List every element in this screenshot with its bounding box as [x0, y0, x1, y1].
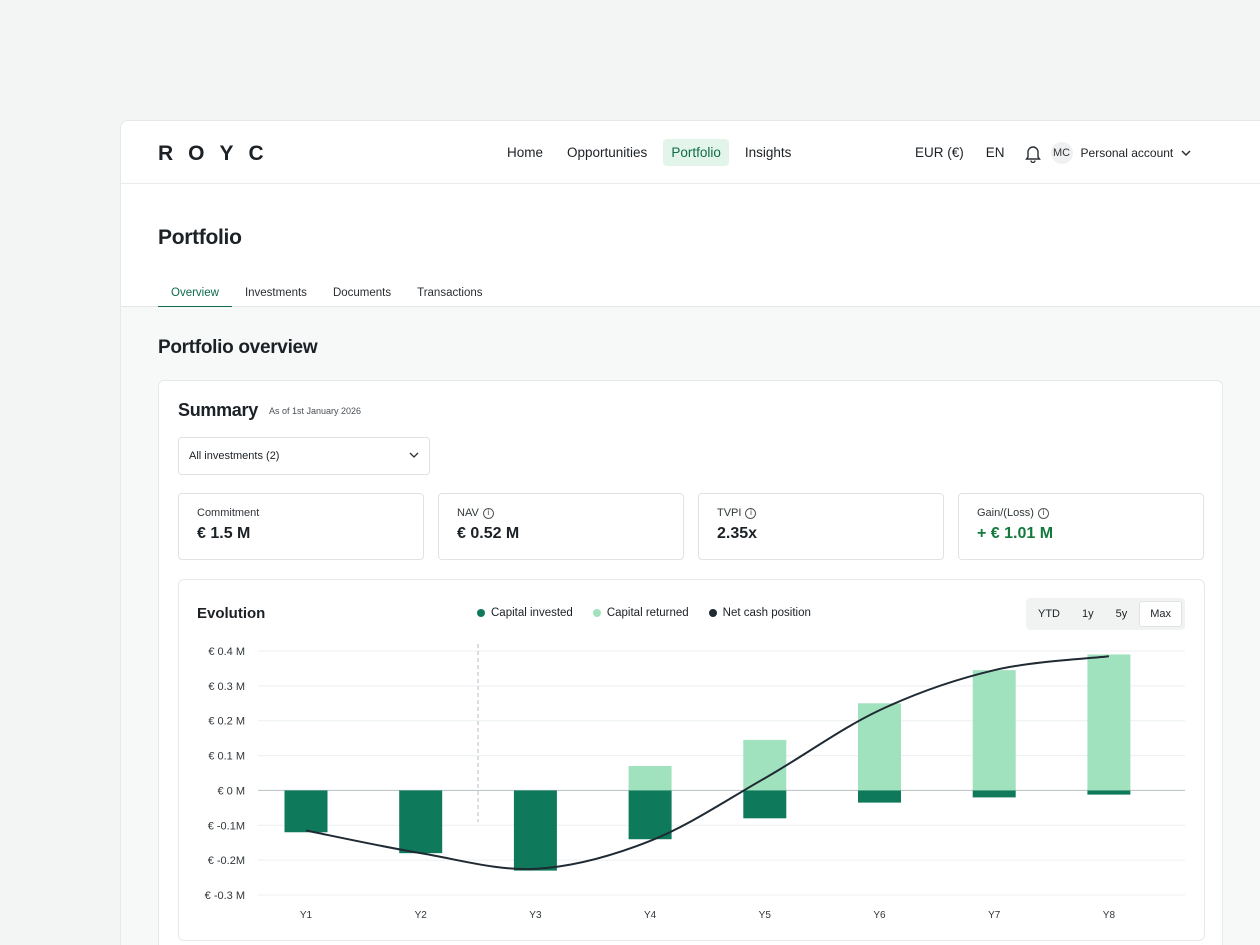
bell-icon[interactable] [1023, 142, 1043, 164]
page-title: Portfolio [158, 226, 242, 249]
legend-dot [592, 609, 601, 617]
metric-label-commitment: Commitment [197, 507, 405, 519]
metric-nav: NAV i € 0.52 M [438, 493, 684, 560]
account-menu[interactable]: MC Personal account [1050, 141, 1192, 164]
chart-legend: Capital invested Capital returned Net ca… [477, 607, 811, 619]
main-nav: Home Opportunities Portfolio Insights [499, 139, 799, 166]
y-tick-label: € -0.3 M [205, 890, 245, 902]
portfolio-tabs: Overview Investments Documents Transacti… [158, 283, 496, 308]
legend-item-capital-returned: Capital returned [592, 607, 689, 619]
x-tick-label: Y7 [988, 910, 1001, 921]
metric-label-text: TVPI [717, 507, 742, 519]
legend-dot [477, 609, 485, 617]
net-cash-position-line [305, 655, 1110, 871]
y-tick-label: € -0.2M [208, 855, 245, 867]
nav-item-opportunities[interactable]: Opportunities [567, 145, 648, 160]
x-tick-label: Y8 [1103, 910, 1116, 921]
brand-logo[interactable]: ROYC [158, 142, 279, 165]
metric-label-nav: NAV i [457, 507, 665, 519]
nav-item-portfolio[interactable]: Portfolio [663, 139, 729, 166]
page-header: Portfolio Overview Investments Documents… [121, 184, 1260, 308]
x-tick-label: Y1 [300, 910, 313, 921]
tab-overview[interactable]: Overview [158, 283, 232, 308]
y-tick-label: € 0.4 M [208, 646, 245, 658]
time-range-selector: YTD 1y 5y Max [1026, 598, 1185, 630]
header-tools: EUR (€) EN MC Personal account [911, 139, 1191, 166]
y-tick-label: € 0.3 M [208, 681, 245, 693]
evolution-chart-panel: € 0.4 M € 0.3 M € 0.2 M € 0.1 M € 0 M € -0.1M… [178, 579, 1205, 941]
metric-gain-loss: Gain/(Loss) i + € 1.01 M [958, 493, 1204, 560]
main-content: Portfolio overview Summary As of 1st Jan… [121, 307, 1260, 945]
y-tick-label: € 0 M [217, 785, 245, 797]
tab-transactions[interactable]: Transactions [417, 287, 483, 299]
x-tick-label: Y6 [873, 910, 886, 921]
y-tick-label: € -0.1M [208, 820, 245, 832]
bar-capital-invested [743, 790, 787, 819]
metric-label-text: NAV [457, 507, 479, 519]
legend-dot [708, 609, 717, 617]
summary-card: Summary As of 1st January 2026 All inves… [158, 380, 1223, 945]
investment-filter-select[interactable]: All investments (2) [178, 437, 430, 475]
metric-label-tvpi: TVPI i [717, 507, 925, 519]
info-icon[interactable]: i [745, 507, 757, 519]
metric-value-commitment: € 1.5 M [197, 525, 251, 542]
bar-capital-returned [743, 739, 787, 791]
bar-capital-invested [513, 790, 557, 871]
x-tick-label: Y5 [759, 910, 772, 921]
range-ytd-button[interactable]: YTD [1038, 608, 1060, 620]
y-tick-label: € 0.2 M [208, 716, 245, 728]
bar-capital-invested [858, 790, 901, 803]
section-title: Portfolio overview [158, 337, 318, 358]
y-tick-label: € 0.1 M [208, 751, 245, 763]
currency-selector[interactable]: EUR (€) [915, 145, 964, 160]
bar-capital-invested [628, 790, 672, 840]
range-1y-button[interactable]: 1y [1082, 608, 1094, 620]
bar-capital-invested [972, 790, 1016, 798]
summary-title: Summary [178, 400, 258, 420]
evolution-chart: € 0.4 M € 0.3 M € 0.2 M € 0.1 M € 0 M € -0.1M… [205, 644, 1185, 921]
metric-value-tvpi: 2.35x [717, 525, 758, 542]
bar-capital-invested [1087, 790, 1131, 795]
bar-capital-returned [1087, 654, 1131, 791]
nav-item-insights[interactable]: Insights [744, 145, 792, 160]
bar-capital-returned [628, 766, 672, 791]
top-navigation-bar: ROYC Home Opportunities Portfolio Insigh… [121, 121, 1260, 184]
metric-commitment: Commitment € 1.5 M [178, 493, 424, 560]
bar-capital-returned [858, 703, 901, 791]
legend-label: Capital invested [491, 607, 573, 619]
bar-capital-invested [284, 790, 328, 833]
legend-item-capital-invested: Capital invested [477, 607, 573, 619]
legend-item-net-cash-position: Net cash position [708, 607, 811, 619]
metric-label-text: Commitment [197, 507, 260, 519]
investment-filter-value: All investments (2) [189, 450, 280, 462]
info-icon[interactable]: i [1037, 507, 1049, 519]
avatar: MC [1050, 141, 1073, 164]
tab-documents[interactable]: Documents [332, 287, 392, 299]
x-tick-label: Y4 [644, 910, 657, 921]
language-selector[interactable]: EN [985, 145, 1005, 160]
metric-value-nav: € 0.52 M [457, 525, 520, 542]
legend-label: Capital returned [606, 607, 689, 619]
account-label: Personal account [1080, 145, 1174, 160]
legend-label: Net cash position [722, 607, 811, 619]
info-icon[interactable]: i [482, 507, 494, 519]
metric-value-gain-loss: + € 1.01 M [977, 525, 1054, 542]
range-5y-button[interactable]: 5y [1115, 608, 1128, 620]
bar-capital-returned [972, 670, 1016, 791]
metric-tvpi: TVPI i 2.35x [698, 493, 944, 560]
range-max-button[interactable]: Max [1139, 601, 1183, 627]
metric-label-gain: Gain/(Loss) i [977, 507, 1185, 519]
bar-capital-invested [399, 790, 443, 854]
tab-investments[interactable]: Investments [244, 287, 307, 299]
summary-date: As of 1st January 2026 [269, 406, 362, 416]
app-window: ROYC Home Opportunities Portfolio Insigh… [120, 120, 1260, 945]
chevron-down-icon [1181, 146, 1191, 160]
x-tick-label: Y3 [529, 910, 542, 921]
chevron-down-icon [409, 450, 419, 462]
metric-label-text: Gain/(Loss) [977, 507, 1034, 519]
metrics-row: Commitment € 1.5 M NAV i € 0.52 M TVPI i 2… [178, 493, 1204, 560]
evolution-title: Evolution [197, 605, 266, 622]
x-tick-label: Y2 [415, 910, 428, 921]
nav-item-home[interactable]: Home [507, 145, 544, 160]
